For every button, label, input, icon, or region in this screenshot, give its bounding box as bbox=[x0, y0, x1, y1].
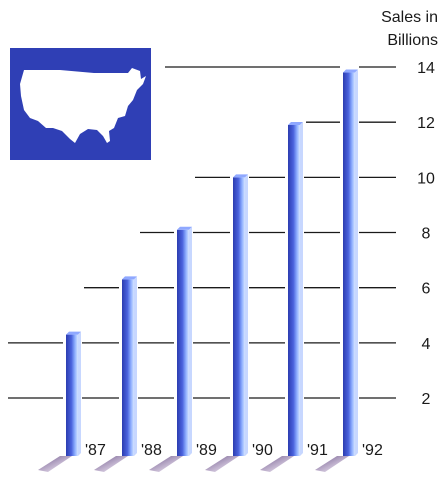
y-axis-label-line-2: Billions bbox=[387, 32, 438, 49]
y-tick-label: 8 bbox=[422, 226, 431, 243]
gridlines bbox=[8, 66, 396, 399]
y-tick-label: 4 bbox=[422, 336, 431, 353]
y-axis-label-line-1: Sales in bbox=[381, 9, 438, 26]
y-tick-label: 2 bbox=[422, 391, 431, 408]
x-category-label: '90 bbox=[252, 442, 273, 459]
bar-top-cap bbox=[177, 226, 192, 230]
x-category-label: '87 bbox=[85, 442, 106, 459]
bars bbox=[66, 69, 358, 457]
bar-side bbox=[245, 174, 248, 456]
x-axis-category-labels: '87 '88 '89 '90 '91 '92 bbox=[85, 442, 383, 459]
bar-shadows bbox=[38, 456, 349, 472]
bar-shadow bbox=[38, 456, 72, 472]
bar-shadow bbox=[94, 456, 128, 472]
y-tick-label: 10 bbox=[417, 170, 435, 187]
y-axis-tick-labels: 2 4 6 8 10 12 14 bbox=[417, 60, 435, 408]
bar-top-cap bbox=[122, 276, 137, 280]
bar-top-cap bbox=[343, 69, 358, 73]
bar bbox=[66, 331, 81, 456]
x-category-label: '89 bbox=[196, 442, 217, 459]
y-tick-label: 14 bbox=[417, 60, 435, 77]
bar-side bbox=[78, 331, 81, 456]
bar-side bbox=[355, 69, 358, 457]
bar-body bbox=[233, 177, 245, 456]
bar-shadow bbox=[315, 456, 349, 472]
x-category-label: '91 bbox=[307, 442, 328, 459]
usa-map-icon bbox=[10, 48, 151, 160]
bar bbox=[122, 276, 137, 456]
bar-shadow bbox=[260, 456, 294, 472]
bar-side bbox=[300, 121, 303, 456]
bar-side bbox=[189, 226, 192, 456]
bar-body bbox=[343, 72, 355, 457]
bar-body bbox=[288, 124, 300, 456]
bar bbox=[233, 174, 248, 456]
bar bbox=[288, 121, 303, 456]
bar-shadow bbox=[149, 456, 183, 472]
bar-body bbox=[122, 279, 134, 456]
bar-top-cap bbox=[66, 331, 81, 335]
bar-side bbox=[134, 276, 137, 456]
bar-shadow bbox=[205, 456, 239, 472]
bar bbox=[177, 226, 192, 456]
y-tick-label: 12 bbox=[417, 115, 435, 132]
y-tick-label: 6 bbox=[422, 281, 431, 298]
x-category-label: '88 bbox=[141, 442, 162, 459]
bar-body bbox=[66, 334, 78, 456]
bar-top-cap bbox=[233, 174, 248, 178]
bar-top-cap bbox=[288, 121, 303, 125]
x-category-label: '92 bbox=[362, 442, 383, 459]
bar bbox=[343, 69, 358, 457]
bar-body bbox=[177, 229, 189, 456]
